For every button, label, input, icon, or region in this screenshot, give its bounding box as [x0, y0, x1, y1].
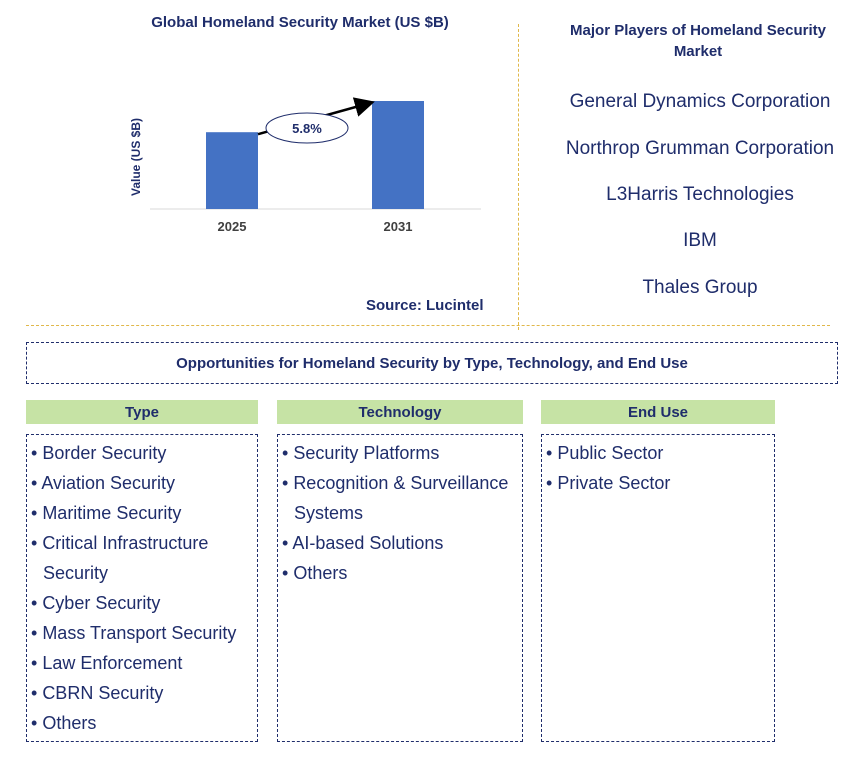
player-item: General Dynamics Corporation: [569, 91, 831, 112]
x-tick-label: 2031: [384, 219, 413, 234]
list-item: Recognition & Surveillance Systems: [282, 468, 522, 528]
list-item: Aviation Security: [31, 468, 257, 498]
type-list-box: Border Security Aviation Security Mariti…: [26, 434, 258, 742]
player-item: L3Harris Technologies: [606, 184, 794, 205]
end-use-column-header: End Use: [541, 400, 775, 424]
cagr-ellipse: [265, 112, 349, 144]
player-item: Thales Group: [642, 277, 758, 298]
bar-chart: Value (US $B) 2025 2031 5.8%: [129, 97, 481, 234]
list-item: Critical Infrastructure Security: [31, 528, 257, 588]
chart-title: Global Homeland Security Market (US $B): [151, 14, 449, 31]
list-item: Others: [282, 558, 522, 588]
list-item: Border Security: [31, 438, 257, 468]
list-item: Security Platforms: [282, 438, 522, 468]
list-item: Maritime Security: [31, 498, 257, 528]
x-tick-label: 2025: [218, 219, 247, 234]
end-use-list-box: Public Sector Private Sector: [541, 434, 775, 742]
list-item: Public Sector: [546, 438, 774, 468]
source-label: Source: Lucintel: [366, 297, 484, 314]
opportunities-title: Opportunities for Homeland Security by T…: [26, 342, 838, 384]
list-item: Cyber Security: [31, 588, 257, 618]
list-item: Mass Transport Security: [31, 618, 257, 648]
list-item: CBRN Security: [31, 678, 257, 708]
vertical-divider: [518, 24, 519, 330]
technology-list-box: Security Platforms Recognition & Surveil…: [277, 434, 523, 742]
cagr-label: 5.8%: [292, 121, 322, 136]
horizontal-divider: [26, 325, 830, 326]
y-axis-label: Value (US $B): [129, 118, 143, 196]
bar-2025: [206, 132, 258, 209]
list-item: Private Sector: [546, 468, 774, 498]
players-title: Major Players of Homeland Security Marke…: [570, 22, 826, 60]
list-item: Law Enforcement: [31, 648, 257, 678]
player-item: Northrop Grumman Corporation: [565, 138, 835, 159]
list-item: AI-based Solutions: [282, 528, 522, 558]
type-column-header: Type: [26, 400, 258, 424]
bar-2031: [372, 101, 424, 209]
player-item: IBM: [683, 230, 717, 251]
list-item: Others: [31, 708, 257, 738]
technology-column-header: Technology: [277, 400, 523, 424]
